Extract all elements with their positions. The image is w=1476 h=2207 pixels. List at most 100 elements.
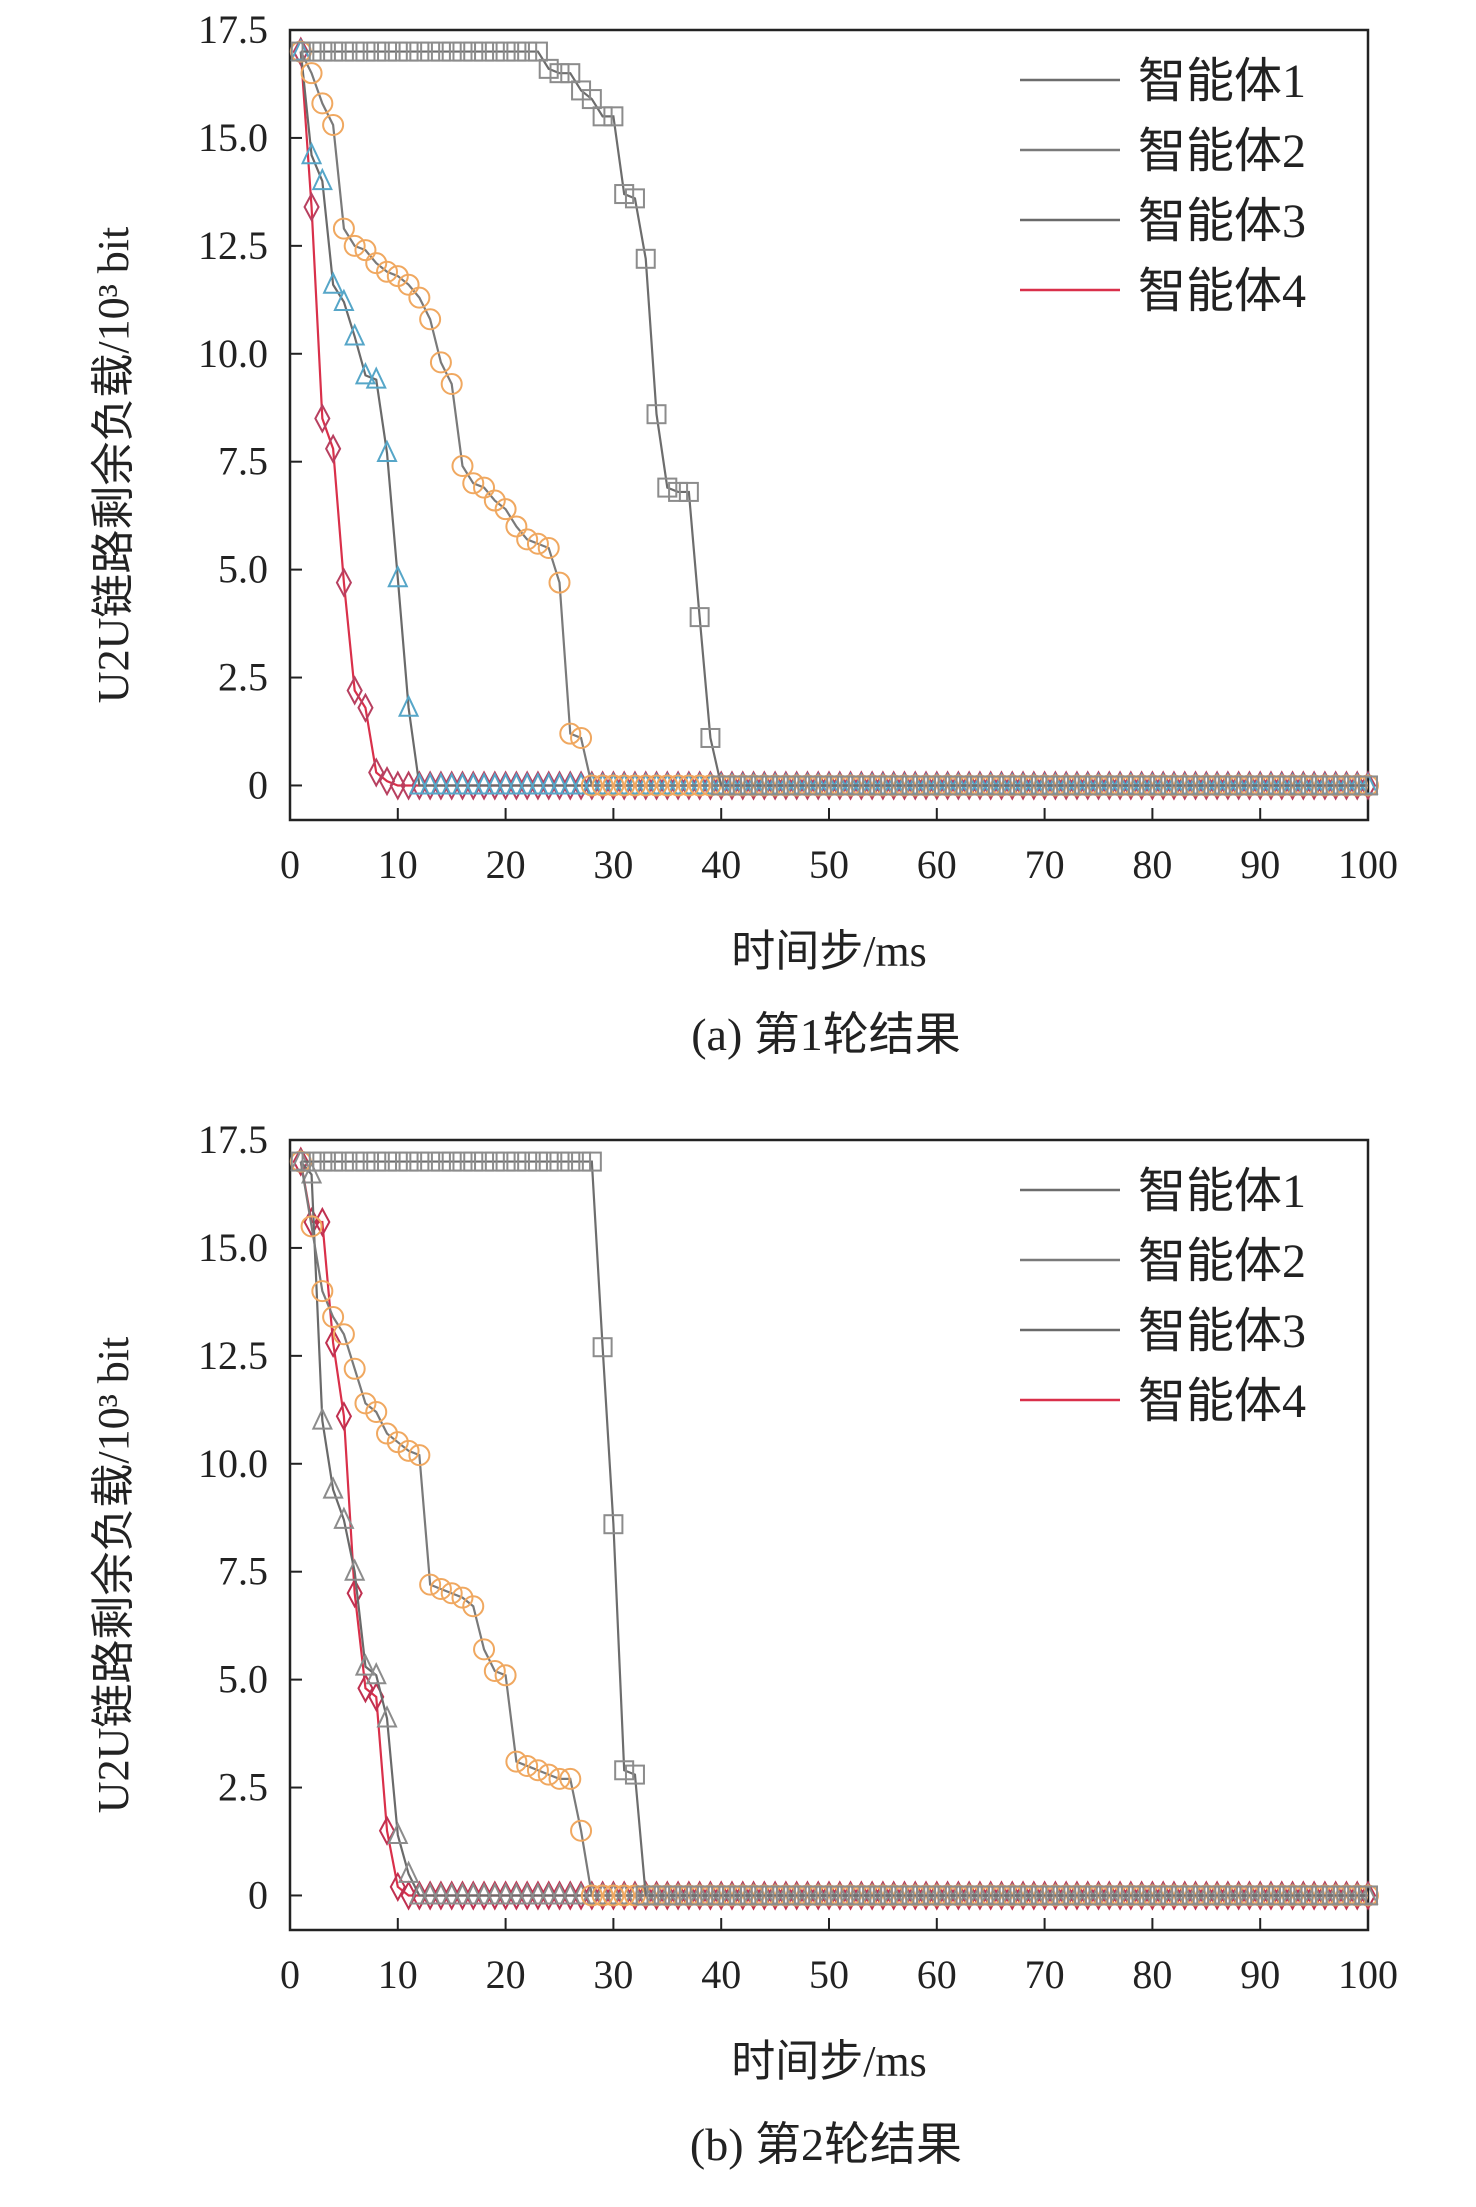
chart-b-series-4-point [659,1880,676,1911]
chart-a-series-2-point [570,726,593,749]
chart-a-series-4-point [292,36,309,67]
chart-a-series-3-point [678,772,700,795]
chart-b-series-1-point [1131,1885,1152,1906]
chart-a-series-4-point [1284,770,1301,801]
chart-b-series-4-point [454,1880,471,1911]
chart-a-ytick-label: 10.0 [198,331,268,376]
chart-a-series-1-point [1282,775,1303,796]
chart-b-series-4-point [1327,1880,1344,1911]
chart-a-series-1-point [1217,775,1238,796]
chart-b-series-1-point [969,1885,990,1906]
chart-b-ytick-label: 0 [248,1872,268,1917]
chart-a-series-2-point [473,476,496,499]
chart-a-series-4-point [1230,770,1247,801]
chart-a-series-1-point [614,184,635,205]
chart-a-series-2-point [440,372,463,395]
chart-b-series-4-point [1133,1880,1150,1911]
chart-a-series-1-point [1250,775,1271,796]
chart-a-series-4-point [734,770,751,801]
chart-b-series-4-point [465,1880,482,1911]
chart-b-series-4-point [1004,1880,1021,1911]
chart-b-series-1-point [624,1764,645,1785]
chart-a-series-4-point [1359,770,1377,801]
chart-a-series-4-point [368,757,385,788]
chart-b-series-4-point [1068,1880,1086,1911]
chart-b-series-1-point [420,1151,441,1172]
chart-b-series-1-point [700,1885,721,1906]
chart-a-series-3-point [495,772,517,795]
chart-b-series-4-point [842,1880,859,1911]
chart-b-series-4-point [637,1880,654,1911]
chart-b-series-2-point [559,1767,582,1790]
chart-a-series-1-point [1293,775,1314,796]
chart-a-series-1-point [1314,775,1335,796]
chart-b-series-4-point [1316,1880,1334,1911]
chart-b-xtick-label: 50 [809,1952,849,1997]
chart-a-yaxis-title: U2U链路剩余负载/10³ bit [89,227,138,703]
chart-b-series-4-point [1101,1880,1118,1911]
chart-a-series-4-point [1090,770,1107,801]
chart-b-series-1-point [603,1514,624,1535]
chart-a-series-3-point [408,772,430,795]
chart-a-series-1-point [916,775,937,796]
chart-b-series-4-point [551,1880,568,1911]
chart-a-series-1-point [1045,775,1066,796]
chart-a-series-4-point [799,770,816,801]
chart-a-series-4-point [378,766,396,797]
chart-a-series-2-point [548,571,571,594]
chart-b-series-4-point [799,1880,816,1911]
chart-b-series-4-point [1079,1880,1096,1911]
chart-b-series-4-point [702,1880,719,1911]
chart-a-series-1-point [495,41,516,62]
chart-a-series-1-point [484,41,505,62]
chart-a-series-1-point [452,41,473,62]
chart-b-series-2-point [516,1754,539,1777]
chart-a-series-4-point [788,770,805,801]
chart-b-series-3-point [430,1882,452,1905]
chart-a-series-1-point [689,607,710,628]
chart-a-series-2-point [602,774,625,797]
chart-a-series-3-point [656,772,678,795]
chart-b-series-4-point [1187,1880,1204,1911]
chart-a-series-1-point [1260,775,1281,796]
chart-a-series-1-point [926,775,947,796]
chart-b-series-1-point [1088,1885,1109,1906]
chart-b-series-1-point [387,1151,408,1172]
chart-b-series-4-point [411,1880,428,1911]
chart-b-series-1-point [840,1885,861,1906]
chart-a-series-4-point [1133,770,1150,801]
chart-a-series-4-point [389,770,406,801]
chart-b-series-4-point [1155,1880,1172,1911]
chart-a-series-1-point [959,775,980,796]
chart-b-series-4-point [292,1146,309,1177]
chart-a-series-1-point [474,41,495,62]
chart-b-series-4-point [1090,1880,1107,1911]
chart-b-series-3-point [613,1882,635,1905]
chart-b-series-1-point [1045,1885,1066,1906]
chart-a-series-4-point [766,770,784,801]
chart-b-series-4-point [1208,1880,1226,1911]
chart-a-series-4-point [626,770,644,801]
chart-a-series-4-point [1219,770,1236,801]
chart-a-series-1 [290,41,1378,796]
chart-a-series-2-point [516,528,539,551]
chart-b-series-1-point [991,1885,1012,1906]
chart-a-series-4-point [346,675,363,706]
chart-b-series-1-point [1066,1885,1087,1906]
chart-b-series-1-point [1358,1885,1378,1906]
chart-b-series-4-point [1014,1880,1032,1911]
chart-a-series-1-point [409,41,430,62]
chart-a-xtick-label: 0 [280,842,300,887]
chart-a-series-4-point [723,770,741,801]
chart-a-series-2-point [332,217,355,240]
chart-b-series-1-point [366,1151,387,1172]
chart-b-series-1-line [300,1160,1368,1897]
chart-b-series-1-point [441,1151,462,1172]
chart-a-xtick-label: 10 [378,842,418,887]
chart-a-series-1-point [366,41,387,62]
chart-b-series-1-point [1120,1885,1141,1906]
chart-a-series-4-point [475,770,493,801]
chart-b-xtick-label: 100 [1338,1952,1398,1997]
chart-a-series-3-point [570,772,592,795]
chart-a-series-3-point [451,772,474,795]
